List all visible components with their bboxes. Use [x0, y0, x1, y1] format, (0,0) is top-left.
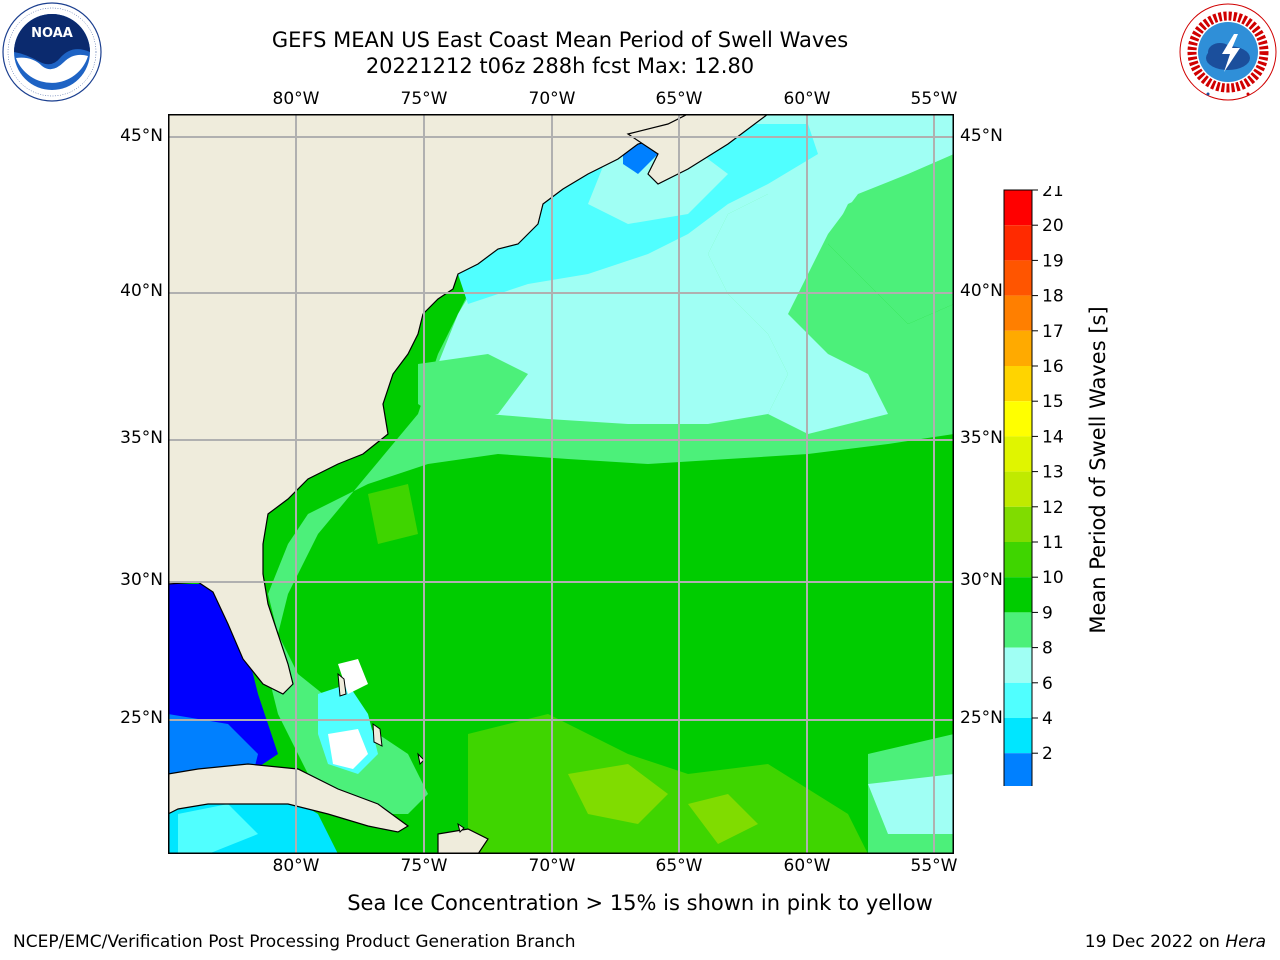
colorbar-swatch [1004, 612, 1032, 648]
map-subtitle: 20221212 t06z 288h fcst Max: 12.80 [365, 54, 755, 78]
svg-text:NOAA: NOAA [31, 26, 73, 41]
sea-ice-note: Sea Ice Concentration > 15% is shown in … [347, 891, 933, 915]
swell-band-9-10 [828, 154, 954, 324]
lat-label-left: 30°N [120, 570, 163, 590]
land-bahamas [337, 672, 347, 697]
lat-label-right: 25°N [960, 708, 1003, 728]
map-title: GEFS MEAN US East Coast Mean Period of S… [271, 28, 849, 52]
bahamas-no-data [328, 729, 368, 769]
lon-label-bottom: 80°W [272, 856, 320, 876]
colorbar-segments [1003, 189, 1033, 786]
colorbar-tick-label: 9 [1042, 603, 1053, 623]
colorbar-border [1003, 189, 1033, 786]
colorbar-tick-label: 6 [1042, 674, 1053, 694]
land-north-america [168, 114, 689, 695]
lat-label-left: 25°N [120, 708, 163, 728]
colorbar-tick-label: 11 [1042, 533, 1064, 553]
colorbar-swatch [1004, 436, 1032, 472]
lat-label-left: 35°N [120, 428, 163, 448]
swell-band-12-13 [688, 794, 758, 844]
lat-label-right: 45°N [960, 126, 1003, 146]
lat-label-right: 30°N [960, 570, 1003, 590]
colorbar-tick-label: 14 [1042, 427, 1064, 447]
colorbar-tick-label: 4 [1042, 709, 1053, 729]
lat-label-left: 45°N [120, 126, 163, 146]
lon-label-top: 75°W [400, 89, 448, 109]
lon-label-top: 65°W [655, 89, 703, 109]
footer-machine: Hera [1225, 932, 1266, 952]
lat-label-right: 35°N [960, 428, 1003, 448]
footer-date: 19 Dec 2022 on Hera [1085, 932, 1266, 952]
land-cuba [168, 763, 410, 833]
colorbar-swatch [1004, 366, 1032, 402]
colorbar-swatch [1004, 225, 1032, 261]
swell-band-11-12 [468, 714, 868, 854]
lon-label-top: 80°W [272, 89, 320, 109]
swell-band-7-8 [708, 114, 954, 434]
land-bahamas [372, 722, 383, 747]
colorbar-tick-label: 10 [1042, 568, 1064, 588]
colorbar-swatch [1004, 682, 1032, 718]
colorbar-tick-label: 18 [1042, 287, 1064, 307]
colorbar-swatch [1004, 471, 1032, 507]
colorbar-swatch [1004, 260, 1032, 296]
swell-band-8-9 [868, 774, 954, 834]
swell-period-map [168, 114, 954, 854]
lon-label-bottom: 65°W [655, 856, 703, 876]
colorbar: 21 20 19 18 17 16 15 14 13 12 11 10 9 8 6 4 2 [1003, 186, 1064, 786]
colorbar-tick-label: 19 [1042, 251, 1064, 271]
nws-logo [1179, 3, 1277, 101]
colorbar-label: Mean Period of Swell Waves [s] [1086, 306, 1110, 634]
lon-label-bottom: 75°W [400, 856, 448, 876]
colorbar-tick-label: 20 [1042, 216, 1064, 236]
lon-label-bottom: 55°W [910, 856, 958, 876]
colorbar-swatch [1004, 542, 1032, 578]
land-hispaniola [437, 828, 489, 854]
colorbar-swatch [1004, 753, 1032, 786]
colorbar-swatch [1004, 295, 1032, 331]
colorbar-swatch [1004, 718, 1032, 754]
colorbar-swatch [1004, 330, 1032, 366]
lon-label-bottom: 60°W [783, 856, 831, 876]
land-bahamas [457, 822, 465, 833]
footer-date-text: 19 Dec 2022 on [1084, 932, 1226, 952]
colorbar-tick-label: 13 [1042, 463, 1064, 483]
colorbar-ticks: 21 20 19 18 17 16 15 14 13 12 11 10 9 8 6 4 2 [1032, 186, 1064, 764]
bahamas-no-data [338, 659, 368, 694]
lat-label-left: 40°N [120, 281, 163, 301]
caribbean-low-period [178, 804, 258, 854]
colorbar-tick-label: 12 [1042, 498, 1064, 518]
colorbar-swatch [1004, 401, 1032, 437]
colorbar-swatch [1004, 647, 1032, 683]
noaa-logo: NOAA [2, 2, 102, 102]
lat-label-right: 40°N [960, 281, 1003, 301]
swell-band-11-12 [368, 484, 418, 544]
lon-label-top: 60°W [783, 89, 831, 109]
colorbar-swatch [1004, 506, 1032, 542]
colorbar-tick-label: 17 [1042, 322, 1064, 342]
colorbar-tick-label: 21 [1042, 186, 1064, 201]
land-bahamas [417, 752, 425, 766]
colorbar-swatch [1004, 190, 1032, 226]
colorbar-tick-label: 8 [1042, 639, 1053, 659]
colorbar-tick-label: 15 [1042, 392, 1064, 412]
lon-label-top: 70°W [528, 89, 576, 109]
footer-credit: NCEP/EMC/Verification Post Processing Pr… [13, 932, 576, 952]
lon-label-bottom: 70°W [528, 856, 576, 876]
map-border [168, 114, 954, 854]
swell-band-9-10 [418, 354, 528, 424]
lon-label-top: 55°W [910, 89, 958, 109]
colorbar-swatch [1004, 577, 1032, 613]
swell-band-12-13 [568, 764, 668, 824]
colorbar-tick-label: 16 [1042, 357, 1064, 377]
colorbar-tick-label: 2 [1042, 744, 1053, 764]
